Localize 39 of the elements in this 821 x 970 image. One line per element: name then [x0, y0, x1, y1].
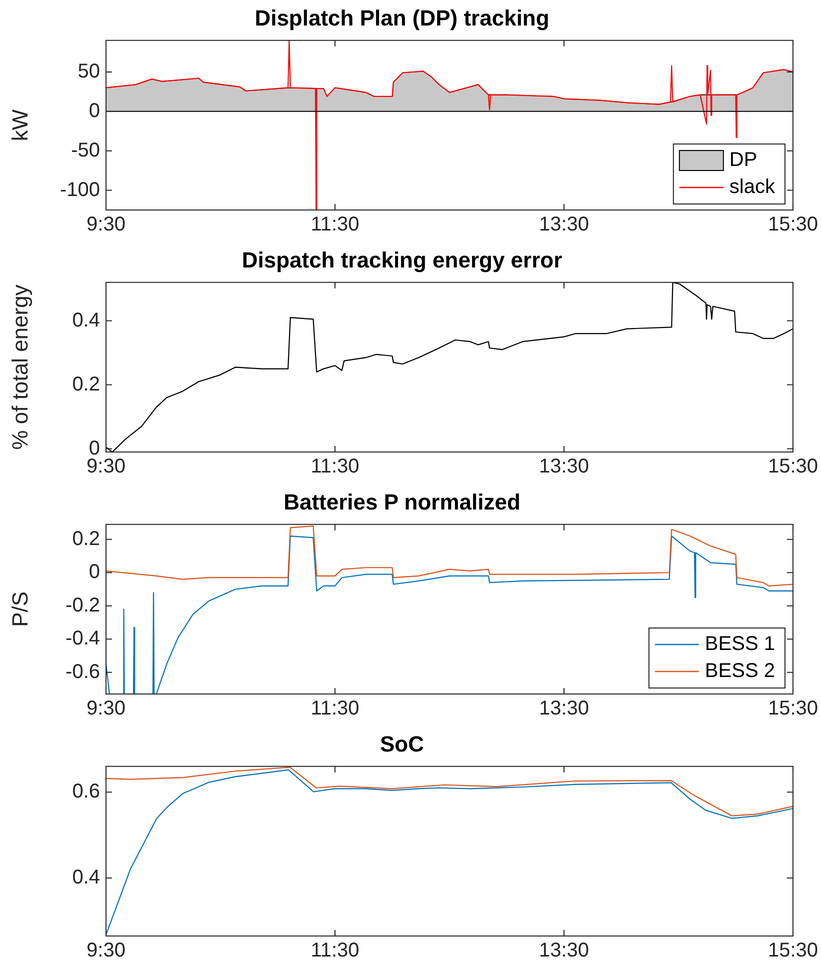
chart-title: Dispatch tracking energy error [242, 247, 563, 272]
x-tick-label: 15:30 [768, 214, 818, 236]
x-tick-label: 9:30 [86, 940, 126, 962]
x-tick-label: 9:30 [86, 698, 126, 720]
y-axis-title: kW [7, 109, 32, 142]
x-tick-label: 11:30 [310, 940, 360, 962]
chart-title: SoC [380, 731, 424, 756]
x-tick-label: 15:30 [768, 456, 818, 478]
x-tick-label: 13:30 [538, 940, 590, 962]
y-tick-label: 0 [88, 100, 100, 122]
y-tick-label: 50 [78, 60, 100, 82]
x-tick-label: 15:30 [768, 940, 818, 962]
y-tick-label: 0 [88, 561, 100, 584]
y-tick-label: -0.2 [66, 594, 100, 616]
y-axis-title: P/S [7, 591, 32, 627]
y-tick-label: -0.4 [66, 628, 100, 650]
legend-label: BESS 1 [704, 633, 775, 656]
y-tick-label: 0.6 [72, 780, 100, 803]
legend-label: BESS 2 [704, 660, 775, 682]
y-tick-label: -0.6 [66, 660, 100, 683]
y-tick-label: -50 [71, 139, 100, 162]
x-tick-label: 9:30 [86, 214, 126, 236]
x-tick-label: 13:30 [538, 214, 590, 236]
y-axis-title: % of total energy [7, 284, 32, 450]
y-tick-label: 0.4 [72, 866, 100, 889]
x-tick-label: 15:30 [768, 698, 818, 720]
x-tick-label: 13:30 [538, 698, 590, 720]
x-tick-label: 11:30 [310, 214, 360, 236]
legend-label: slack [729, 176, 776, 198]
chart-title: Displatch Plan (DP) tracking [254, 5, 550, 30]
x-tick-label: 11:30 [310, 456, 360, 478]
chart-title: Batteries P normalized [284, 489, 520, 514]
y-tick-label: -100 [60, 178, 100, 201]
y-tick-label: 0.2 [72, 528, 100, 550]
x-tick-label: 11:30 [310, 698, 360, 720]
legend-label: DP [729, 149, 758, 172]
y-tick-label: 0.4 [72, 309, 100, 332]
y-tick-label: 0.2 [72, 373, 100, 396]
x-tick-label: 13:30 [538, 456, 590, 478]
